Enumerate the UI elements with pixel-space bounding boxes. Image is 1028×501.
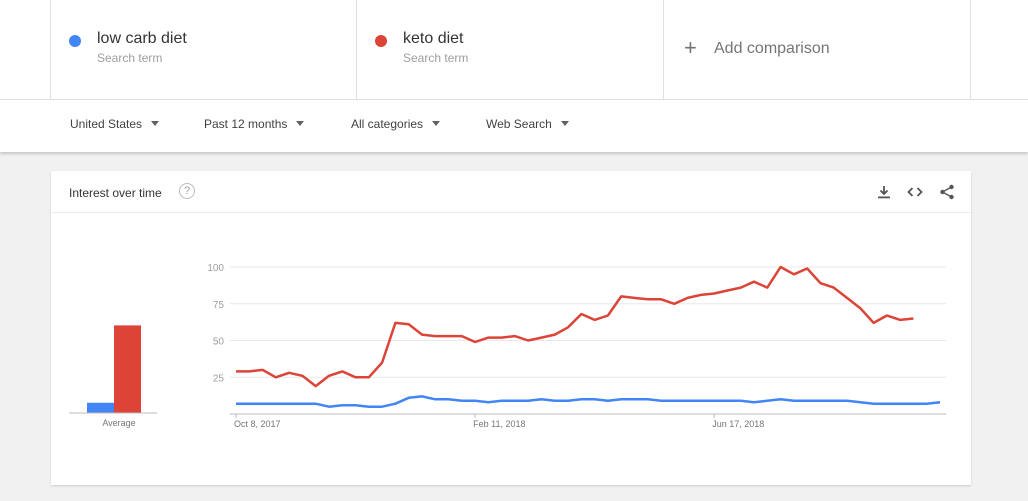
search-term-label: Search term bbox=[97, 51, 163, 65]
average-bar-chart: Average bbox=[69, 325, 157, 428]
interest-chart: Average 25 50 75 100 Oct 8, 2017 Feb 11, 201… bbox=[69, 263, 946, 429]
interest-over-time-card: Interest over time ? Average 25 50 75 100 O… bbox=[51, 171, 971, 485]
x-tick-label: Jun 17, 2018 bbox=[712, 419, 764, 429]
x-axis-labels: Oct 8, 2017 Feb 11, 2018 Jun 17, 2018 bbox=[234, 414, 764, 429]
y-tick-label: 75 bbox=[213, 300, 225, 311]
filters-bar: United States Past 12 months All categor… bbox=[0, 100, 1028, 152]
chart-series bbox=[236, 265, 941, 408]
y-tick-label: 25 bbox=[213, 373, 225, 384]
time-period-dropdown[interactable]: Past 12 months bbox=[204, 117, 305, 131]
category-dropdown[interactable]: All categories bbox=[351, 117, 441, 131]
region-value: United States bbox=[70, 117, 143, 131]
region-dropdown[interactable]: United States bbox=[70, 117, 160, 131]
x-tick-label: Oct 8, 2017 bbox=[234, 419, 281, 429]
card-header: Interest over time ? bbox=[51, 171, 971, 213]
caret-down-icon bbox=[151, 121, 160, 126]
plus-icon: + bbox=[684, 35, 697, 60]
average-bar-keto-diet[interactable] bbox=[114, 325, 141, 413]
period-value: Past 12 months bbox=[204, 117, 288, 131]
chart-gridlines: 25 50 75 100 bbox=[207, 263, 946, 415]
search-type-value: Web Search bbox=[486, 117, 552, 131]
series-line-low-carb-diet[interactable] bbox=[236, 395, 941, 408]
search-term-label: Search term bbox=[403, 51, 469, 65]
average-bar-low-carb-diet[interactable] bbox=[87, 402, 114, 413]
add-comparison-label: Add comparison bbox=[714, 40, 830, 57]
search-type-dropdown[interactable]: Web Search bbox=[486, 117, 569, 131]
card-title: Interest over time bbox=[69, 186, 162, 200]
add-comparison-button[interactable]: + Add comparison bbox=[663, 0, 971, 100]
series-color-dot bbox=[375, 35, 387, 47]
series-line-keto-diet[interactable] bbox=[236, 265, 914, 388]
category-value: All categories bbox=[351, 117, 424, 131]
series-color-dot bbox=[69, 35, 81, 47]
caret-down-icon bbox=[432, 121, 441, 126]
search-term-card-2[interactable]: keto diet Search term bbox=[356, 0, 664, 100]
download-icon[interactable] bbox=[875, 183, 893, 201]
search-term-name[interactable]: keto diet bbox=[403, 30, 464, 47]
y-tick-label: 50 bbox=[213, 337, 225, 348]
y-tick-label: 100 bbox=[207, 263, 224, 274]
x-tick-label: Feb 11, 2018 bbox=[473, 419, 525, 429]
search-term-card-1[interactable]: low carb diet Search term bbox=[50, 0, 357, 100]
caret-down-icon bbox=[560, 121, 569, 126]
share-icon[interactable] bbox=[938, 183, 956, 201]
search-term-name[interactable]: low carb diet bbox=[97, 30, 187, 47]
caret-down-icon bbox=[296, 121, 305, 126]
average-label: Average bbox=[102, 418, 135, 428]
search-terms-bar: low carb diet Search term keto diet Sear… bbox=[0, 0, 1028, 100]
help-icon[interactable]: ? bbox=[179, 183, 195, 199]
embed-code-icon[interactable] bbox=[906, 183, 924, 201]
